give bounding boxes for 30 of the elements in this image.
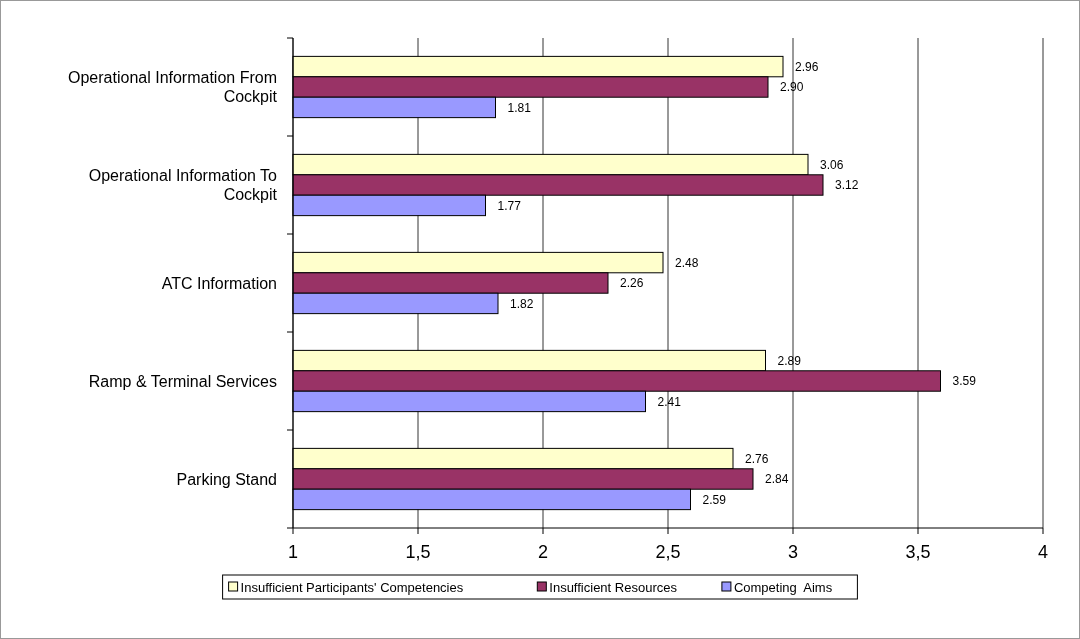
data-label: 3.59 (952, 374, 977, 389)
x-tick-label: 3,5 (905, 542, 931, 562)
data-label: 1.82 (510, 296, 534, 311)
data-label: 2.96 (795, 59, 819, 74)
data-label: 2.26 (620, 276, 644, 291)
x-tick-label: 3 (787, 542, 799, 562)
data-label: 2.76 (745, 451, 769, 466)
legend-label: Insufficient Resources (549, 579, 678, 595)
data-label: 3.06 (820, 157, 844, 172)
legend-label: Competing Aims (733, 579, 833, 595)
x-tick-label: 2 (537, 542, 549, 562)
data-label: 2.90 (780, 80, 804, 95)
y-tick-label: ATC Information (161, 274, 277, 292)
data-label: 2.89 (777, 353, 802, 368)
x-tick-label: 1,5 (405, 542, 431, 562)
data-label: 2.59 (702, 492, 727, 507)
y-tick-label: Operational Information To Cockpit (88, 167, 278, 204)
data-label: 1.81 (507, 100, 532, 115)
data-label: 2.84 (765, 472, 789, 487)
data-label: 2.48 (675, 255, 699, 270)
y-tick-label: Operational Information From Cockpit (68, 69, 278, 106)
x-tick-label: 4 (1037, 542, 1049, 562)
data-label: 1.77 (497, 198, 522, 213)
data-label: 3.12 (835, 178, 859, 193)
data-label: 2.41 (657, 394, 682, 409)
y-tick-label: Ramp & Terminal Services (88, 372, 277, 390)
legend-label: Insufficient Participants' Competencies (240, 579, 464, 595)
x-tick-label: 2,5 (655, 542, 681, 562)
y-tick-label: Parking Stand (176, 470, 277, 488)
x-tick-label: 1 (287, 542, 299, 562)
